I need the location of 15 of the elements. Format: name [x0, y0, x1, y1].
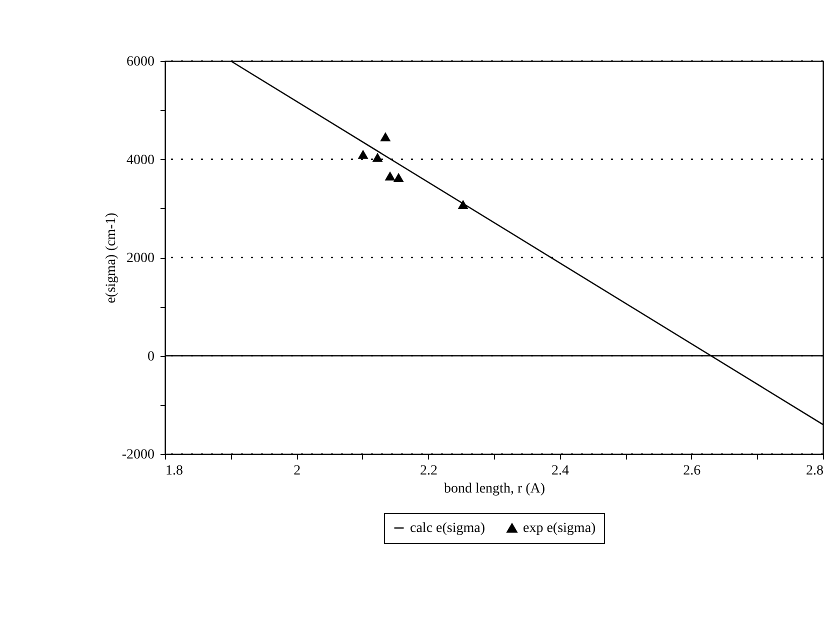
y-tick-label: 6000	[126, 54, 154, 70]
y-axis-title: e(sigma) (cm-1)	[104, 212, 119, 304]
x-axis-title: bond length, r (A)	[444, 482, 546, 496]
y-tick-label: 4000	[126, 152, 154, 168]
legend-label: calc e(sigma)	[410, 521, 486, 536]
x-tick-label: 2.6	[683, 464, 701, 478]
legend-label: exp e(sigma)	[523, 521, 596, 536]
x-tick-label: 2.2	[420, 464, 438, 478]
x-tick-label: 2.4	[552, 464, 570, 478]
y-tick-label: 2000	[126, 251, 154, 266]
x-tick-label: 2.8	[806, 464, 824, 478]
x-tick-label: 1.8	[166, 464, 183, 478]
y-tick-label: 0	[148, 349, 154, 364]
y-tick-label: -2000	[122, 448, 154, 462]
x-tick-label: 2	[294, 464, 301, 478]
